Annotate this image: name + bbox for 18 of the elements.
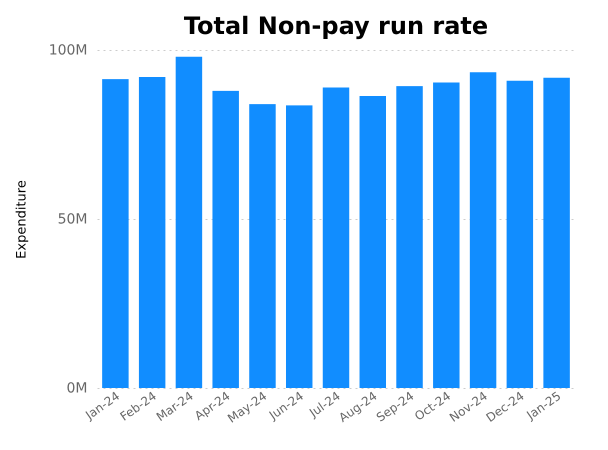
bar xyxy=(138,77,166,388)
bar xyxy=(396,86,423,388)
bar xyxy=(286,105,312,388)
bar xyxy=(470,72,496,388)
bar xyxy=(543,78,570,388)
bar xyxy=(102,79,129,388)
y-tick-label: 50M xyxy=(58,212,88,228)
bar xyxy=(360,96,386,388)
bar xyxy=(212,90,239,388)
y-tick-label: 100M xyxy=(48,42,88,58)
y-axis-title: Expenditure xyxy=(14,180,30,259)
bar xyxy=(506,80,534,388)
bar xyxy=(176,56,202,388)
chart-title: Total Non-pay run rate xyxy=(184,12,488,40)
bar xyxy=(433,82,460,388)
y-tick-label: 0M xyxy=(66,380,88,396)
bar xyxy=(249,104,276,388)
bar xyxy=(322,88,350,388)
